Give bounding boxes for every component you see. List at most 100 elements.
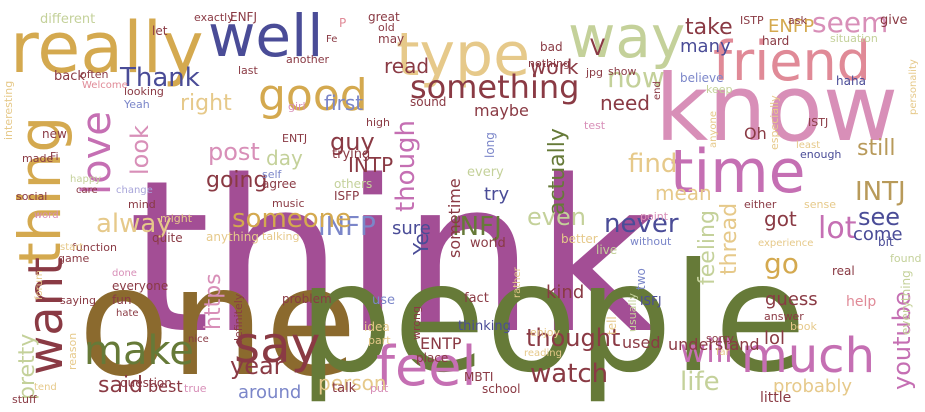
word-personality: personality <box>908 59 919 115</box>
word-oh: Oh <box>744 124 767 143</box>
word-many: many <box>680 36 731 57</box>
word-much: much <box>741 328 875 384</box>
word-feel: feel <box>376 335 476 398</box>
word-see: see <box>858 203 900 231</box>
word-put: put <box>370 382 389 395</box>
word-enjoy: enjoy <box>530 326 561 339</box>
word-used: used <box>622 333 660 352</box>
word-way: way <box>568 3 685 71</box>
word-thank: Thank <box>119 63 200 93</box>
word-type: type <box>396 20 530 90</box>
word-anything: anything <box>206 230 259 244</box>
word-true: true <box>184 382 207 395</box>
word-sure: sure <box>392 218 431 239</box>
word-isfp: ISFP <box>334 189 359 203</box>
word-others: others <box>334 177 372 191</box>
word-self: self <box>262 168 283 181</box>
word-know: know <box>655 55 898 162</box>
word-think: think <box>128 135 657 380</box>
word-life: life <box>680 367 720 397</box>
word-take: take <box>685 15 733 40</box>
word-question: question <box>120 376 172 390</box>
word-alway: alway <box>96 209 172 239</box>
word-say: say <box>234 316 320 374</box>
word-ask: ask <box>788 14 807 27</box>
word-live: live <box>596 243 617 257</box>
word-anyone: anyone <box>708 111 719 148</box>
word-time: time <box>670 137 806 207</box>
word-reading: reading <box>524 348 562 359</box>
word-bad: bad <box>540 40 563 54</box>
word-happy: happy <box>70 174 101 185</box>
word-nothing: nothing <box>528 57 570 70</box>
word-nice: nice <box>188 334 209 345</box>
word-find: find <box>628 149 677 179</box>
word-another: another <box>286 53 329 66</box>
word-isfj: ISFJ <box>640 294 662 308</box>
word-long: long <box>483 132 497 158</box>
word-fact: fact <box>464 291 489 306</box>
word-everything: everything <box>899 270 913 335</box>
word-fun: fun <box>112 293 131 307</box>
word-function: function <box>72 241 117 254</box>
word-maybe: maybe <box>474 101 529 120</box>
word-youtube: youtube <box>888 291 916 390</box>
word-mind: mind <box>128 198 156 211</box>
word-lol: lol <box>764 328 785 349</box>
word-people: people <box>298 232 806 406</box>
word-tell: tell <box>605 316 619 335</box>
word-interesting: interesting <box>2 81 15 140</box>
word-well: well <box>208 2 323 70</box>
word-someone: someone <box>232 204 351 234</box>
word-one: one <box>78 236 357 410</box>
word-jpg: jpg <box>585 66 603 79</box>
word-better: better <box>561 232 598 246</box>
word-v: V <box>590 36 605 61</box>
word-start: start <box>60 242 83 253</box>
word-end: end <box>652 81 663 100</box>
word-now: now <box>607 61 665 94</box>
word-yeah: Yeah <box>123 98 150 111</box>
word-feeling: feeling <box>695 210 720 285</box>
word-trying: trying <box>332 147 370 162</box>
word-exactly: exactly <box>194 11 234 24</box>
word-tend: tend <box>34 382 57 393</box>
word-either: either <box>744 198 777 211</box>
word-understand: understand <box>668 335 760 354</box>
word-kind: kind <box>546 282 584 303</box>
word-hate: hate <box>116 308 139 319</box>
word-thinking: thinking <box>458 319 511 334</box>
word-keep: keep <box>706 83 733 96</box>
word-world: world <box>470 236 506 251</box>
word-ye: Ye <box>409 233 433 256</box>
word-though: though <box>391 120 421 212</box>
word-intj: INTJ <box>855 177 906 207</box>
word-often: often <box>80 68 108 81</box>
word-p: P <box>339 16 346 30</box>
word-talking: talking <box>262 230 300 243</box>
word-person: person <box>318 371 387 395</box>
word-enfp: ENFP <box>768 16 814 37</box>
word-use: use <box>372 293 395 308</box>
word-found: found <box>890 252 922 265</box>
word-going: going <box>206 168 267 193</box>
word-enough: enough <box>800 148 841 161</box>
word-something: something <box>410 68 579 106</box>
word-reason: reason <box>66 333 79 370</box>
word-last: last <box>238 64 259 77</box>
word-still: still <box>857 136 895 161</box>
word-thread: thread <box>717 203 742 275</box>
word-help: help <box>846 294 876 310</box>
word-really: really <box>10 7 204 89</box>
word-care: care <box>76 185 98 196</box>
word-even: even <box>527 203 586 231</box>
word-game: game <box>58 252 89 265</box>
word-back: back <box>54 69 85 84</box>
word-thing: thing <box>6 116 74 265</box>
word-saying: saying <box>60 294 96 307</box>
word-done: done <box>112 268 137 279</box>
word-never: never <box>604 209 679 239</box>
word-will: will <box>680 332 733 370</box>
word-come: come <box>853 224 903 245</box>
